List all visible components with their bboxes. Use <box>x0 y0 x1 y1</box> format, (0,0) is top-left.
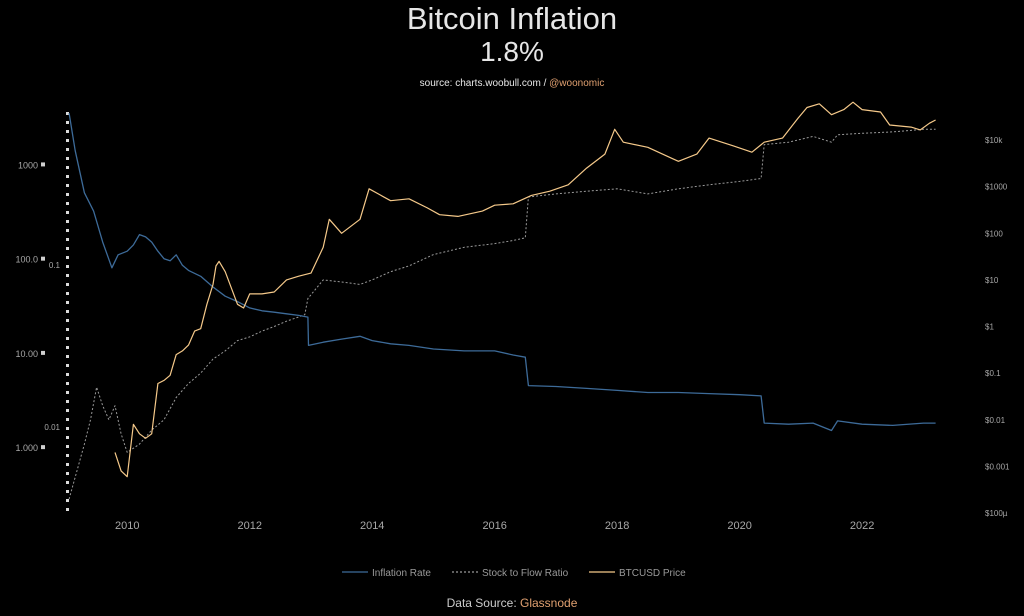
left-axis-marker <box>66 112 69 115</box>
left-axis-marker <box>66 427 69 430</box>
left-axis-marker <box>66 364 69 367</box>
right-tick-label: $0.001 <box>985 462 1010 471</box>
x-tick-label: 2016 <box>482 520 506 532</box>
left-axis-marker <box>66 346 69 349</box>
left-axis-marker <box>66 148 69 151</box>
right-tick-label: $0.1 <box>985 369 1001 378</box>
left-axis-marker <box>66 265 69 268</box>
footer-prefix: Data Source: <box>446 596 520 610</box>
data-source-footer: Data Source: Glassnode <box>0 596 1024 610</box>
left-axis-marker <box>66 418 69 421</box>
series-line-inflation-rate <box>68 113 936 432</box>
left-axis-marker <box>66 355 69 358</box>
chart-title: Bitcoin Inflation <box>406 1 618 36</box>
left-axis-marker <box>66 409 69 412</box>
right-tick-label: $100 <box>985 229 1003 238</box>
left-tick-label: 1.000 <box>15 443 38 453</box>
footer-provider-link[interactable]: Glassnode <box>520 596 578 610</box>
source-line: source: charts.woobull.com / @woonomic <box>0 78 1024 89</box>
left-tick-label: 100.0 <box>15 255 38 265</box>
left-axis-marker <box>66 175 69 178</box>
series-line-btcusd-price <box>114 101 936 478</box>
left-tick-mark <box>41 256 45 261</box>
left-tick-label: 1000 <box>18 160 38 170</box>
left-axis-marker <box>66 121 69 124</box>
left-axis-marker <box>66 166 69 169</box>
right-tick-label: $100µ <box>985 509 1008 518</box>
left-axis-marker <box>66 373 69 376</box>
left-axis-marker <box>66 184 69 187</box>
right-tick-label: $10k <box>985 136 1003 145</box>
inner-tick-label: 0.01 <box>44 423 60 432</box>
legend-label: BTCUSD Price <box>619 568 686 579</box>
source-handle-link[interactable]: @woonomic <box>549 78 605 89</box>
left-axis-marker <box>66 130 69 133</box>
left-axis-marker <box>66 139 69 142</box>
x-tick-label: 2022 <box>850 520 874 532</box>
right-tick-label: $1000 <box>985 183 1008 192</box>
left-axis-marker <box>66 454 69 457</box>
left-axis-marker <box>66 319 69 322</box>
source-text: source: charts.woobull.com / <box>419 78 550 89</box>
x-tick-label: 2012 <box>237 520 261 532</box>
left-axis-marker <box>66 391 69 394</box>
inner-tick-label: 0.1 <box>49 261 61 270</box>
left-axis-marker <box>66 256 69 259</box>
left-tick-mark <box>41 350 45 355</box>
left-axis-marker <box>66 328 69 331</box>
left-axis-marker <box>66 445 69 448</box>
chart-subtitle: 1.8% <box>480 36 544 67</box>
left-axis-marker <box>66 274 69 277</box>
legend-label: Inflation Rate <box>372 568 431 579</box>
left-axis-marker <box>66 310 69 313</box>
legend-label: Stock to Flow Ratio <box>482 568 569 579</box>
left-axis-marker <box>66 283 69 286</box>
left-axis-marker <box>66 211 69 214</box>
left-axis-marker <box>66 220 69 223</box>
left-tick-mark <box>41 445 45 450</box>
left-axis-marker <box>66 202 69 205</box>
left-axis-marker <box>66 247 69 250</box>
left-axis-marker <box>66 436 69 439</box>
left-axis-marker <box>66 301 69 304</box>
left-axis-marker <box>66 463 69 466</box>
series-line-stock-to-flow-ratio <box>68 128 936 500</box>
left-axis-marker <box>66 292 69 295</box>
left-axis-marker <box>66 337 69 340</box>
x-tick-label: 2018 <box>605 520 629 532</box>
right-tick-label: $1 <box>985 323 994 332</box>
x-tick-label: 2014 <box>360 520 384 532</box>
x-tick-label: 2010 <box>115 520 139 532</box>
left-axis-marker <box>66 508 69 511</box>
left-axis-marker <box>66 157 69 160</box>
left-axis-marker <box>66 400 69 403</box>
left-axis-marker <box>66 382 69 385</box>
left-axis-marker <box>66 499 69 502</box>
left-tick-mark <box>41 162 45 167</box>
right-tick-label: $10 <box>985 276 999 285</box>
left-tick-label: 10.00 <box>15 349 38 359</box>
left-axis-marker <box>66 472 69 475</box>
left-axis-marker <box>66 193 69 196</box>
left-axis-marker <box>66 481 69 484</box>
x-tick-label: 2020 <box>727 520 751 532</box>
left-axis-marker <box>66 229 69 232</box>
right-tick-label: $0.01 <box>985 416 1006 425</box>
left-axis-marker <box>66 490 69 493</box>
left-axis-marker <box>66 238 69 241</box>
